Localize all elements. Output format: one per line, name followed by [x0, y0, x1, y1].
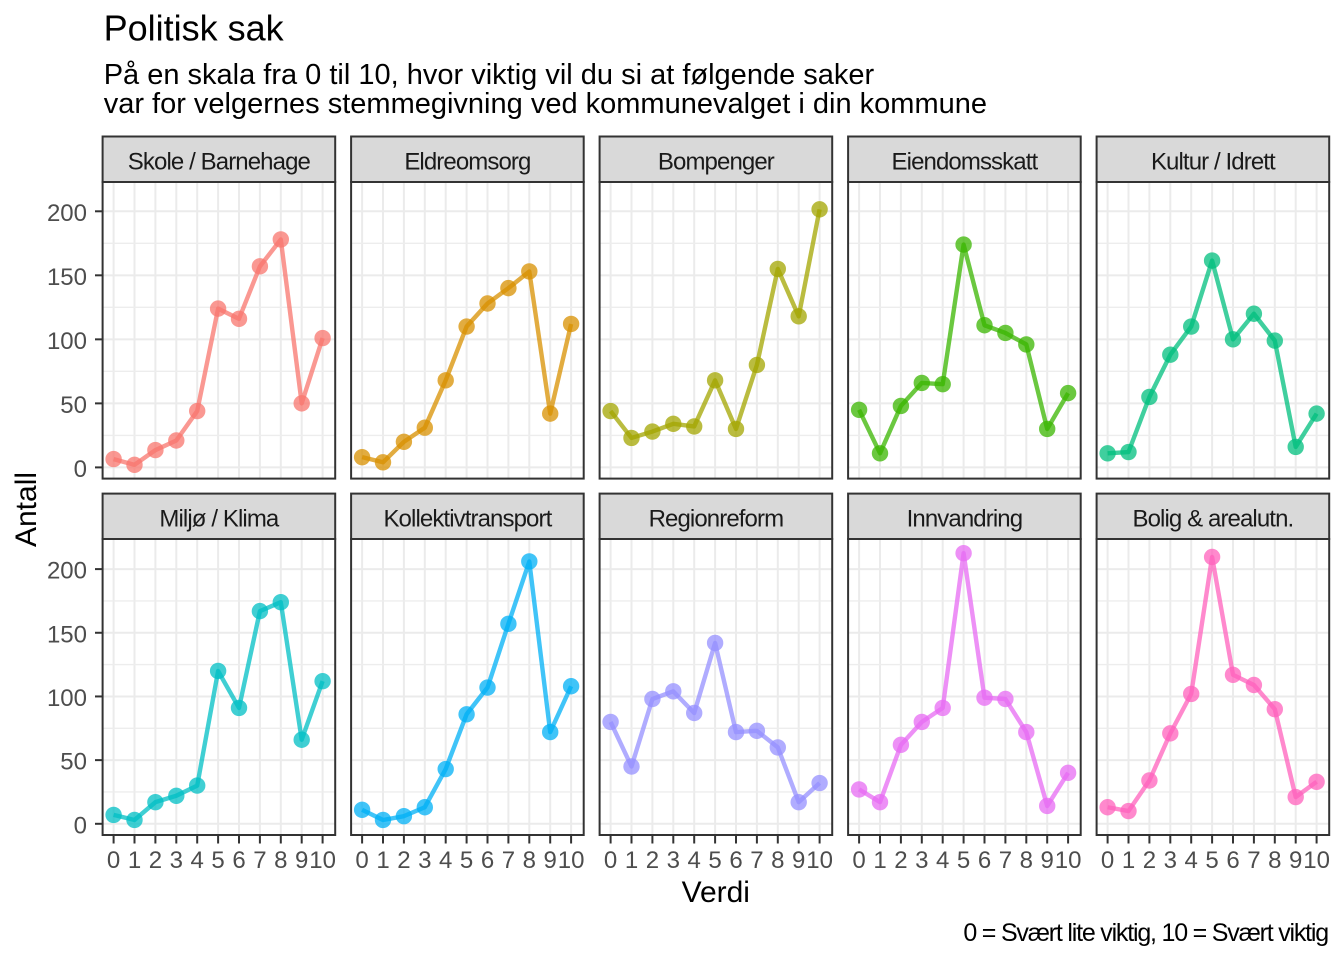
- svg-text:8: 8: [274, 847, 287, 874]
- svg-text:10: 10: [309, 847, 336, 874]
- svg-text:3: 3: [1164, 847, 1177, 874]
- svg-text:6: 6: [729, 847, 742, 874]
- svg-text:0: 0: [355, 847, 368, 874]
- svg-text:7: 7: [750, 847, 763, 874]
- svg-text:0: 0: [852, 847, 865, 874]
- svg-text:1: 1: [128, 847, 141, 874]
- svg-text:Antall: Antall: [10, 472, 43, 547]
- svg-text:0: 0: [74, 456, 87, 483]
- svg-text:På en skala fra 0 til 10, hvor: På en skala fra 0 til 10, hvor viktig vi…: [104, 59, 875, 91]
- svg-text:6: 6: [481, 847, 494, 874]
- svg-text:7: 7: [253, 847, 266, 874]
- svg-text:2: 2: [397, 847, 410, 874]
- svg-text:9: 9: [1041, 847, 1054, 874]
- svg-text:50: 50: [60, 749, 87, 776]
- svg-text:2: 2: [894, 847, 907, 874]
- svg-text:9: 9: [1289, 847, 1302, 874]
- svg-text:var for velgernes stemmegivnin: var for velgernes stemmegivning ved komm…: [104, 88, 987, 120]
- svg-text:4: 4: [439, 847, 452, 874]
- svg-text:3: 3: [170, 847, 183, 874]
- svg-text:0 = Svært lite viktig, 10 = Sv: 0 = Svært lite viktig, 10 = Svært viktig: [963, 919, 1328, 947]
- svg-text:5: 5: [957, 847, 970, 874]
- svg-text:Skole / Barnehage: Skole / Barnehage: [128, 148, 311, 175]
- svg-text:150: 150: [47, 621, 87, 648]
- svg-text:8: 8: [771, 847, 784, 874]
- svg-text:4: 4: [936, 847, 949, 874]
- svg-text:8: 8: [1268, 847, 1281, 874]
- svg-text:100: 100: [47, 685, 87, 712]
- svg-text:5: 5: [1205, 847, 1218, 874]
- svg-text:200: 200: [47, 558, 87, 585]
- svg-text:8: 8: [523, 847, 536, 874]
- svg-text:100: 100: [47, 328, 87, 355]
- svg-text:0: 0: [107, 847, 120, 874]
- svg-text:7: 7: [502, 847, 515, 874]
- svg-text:Kollektivtransport: Kollektivtransport: [383, 505, 552, 532]
- svg-text:2: 2: [149, 847, 162, 874]
- svg-text:0: 0: [1101, 847, 1114, 874]
- svg-text:3: 3: [667, 847, 680, 874]
- svg-text:Eldreomsorg: Eldreomsorg: [404, 148, 530, 175]
- svg-text:8: 8: [1020, 847, 1033, 874]
- svg-text:3: 3: [418, 847, 431, 874]
- svg-text:10: 10: [558, 847, 585, 874]
- svg-text:50: 50: [60, 392, 87, 419]
- svg-text:5: 5: [211, 847, 224, 874]
- svg-text:1: 1: [1122, 847, 1135, 874]
- svg-text:2: 2: [646, 847, 659, 874]
- svg-text:0: 0: [74, 812, 87, 839]
- svg-text:Miljø / Klima: Miljø / Klima: [159, 505, 280, 532]
- svg-text:4: 4: [1185, 847, 1198, 874]
- svg-text:5: 5: [708, 847, 721, 874]
- svg-text:9: 9: [792, 847, 805, 874]
- svg-text:4: 4: [191, 847, 204, 874]
- svg-text:Verdi: Verdi: [682, 876, 750, 909]
- svg-text:1: 1: [873, 847, 886, 874]
- svg-text:9: 9: [295, 847, 308, 874]
- svg-text:10: 10: [1055, 847, 1082, 874]
- svg-text:2: 2: [1143, 847, 1156, 874]
- svg-text:1: 1: [376, 847, 389, 874]
- svg-text:4: 4: [688, 847, 701, 874]
- svg-text:10: 10: [1303, 847, 1330, 874]
- svg-text:6: 6: [1226, 847, 1239, 874]
- svg-text:Bompenger: Bompenger: [658, 148, 775, 175]
- svg-text:1: 1: [625, 847, 638, 874]
- svg-text:Eiendomsskatt: Eiendomsskatt: [892, 148, 1039, 175]
- svg-text:6: 6: [232, 847, 245, 874]
- svg-text:200: 200: [47, 200, 87, 227]
- svg-text:0: 0: [604, 847, 617, 874]
- svg-text:Regionreform: Regionreform: [649, 505, 784, 532]
- svg-text:10: 10: [806, 847, 833, 874]
- svg-text:Politisk sak: Politisk sak: [104, 8, 285, 49]
- svg-text:Innvandring: Innvandring: [907, 505, 1023, 532]
- svg-text:5: 5: [460, 847, 473, 874]
- svg-text:7: 7: [999, 847, 1012, 874]
- svg-text:Bolig & arealutn.: Bolig & arealutn.: [1132, 505, 1293, 532]
- svg-text:3: 3: [915, 847, 928, 874]
- svg-text:7: 7: [1247, 847, 1260, 874]
- svg-text:9: 9: [544, 847, 557, 874]
- svg-text:Kultur / Idrett: Kultur / Idrett: [1151, 148, 1276, 175]
- svg-text:6: 6: [978, 847, 991, 874]
- svg-text:150: 150: [47, 264, 87, 291]
